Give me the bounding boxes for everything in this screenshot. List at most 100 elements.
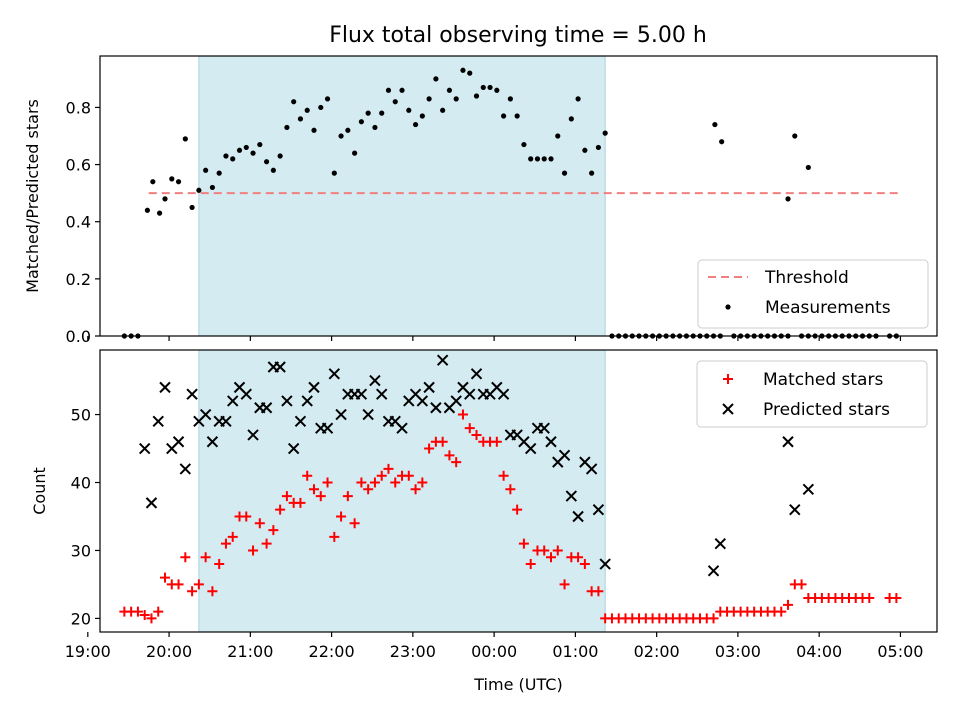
measurement-point [514,113,520,119]
measurement-point [785,196,791,202]
x-tick-label: 03:00 [715,642,761,661]
predicted-star-point [274,361,286,373]
measurement-point [182,136,188,142]
matched-star-point [342,491,353,502]
matched-star-point [227,531,238,542]
measurement-point [311,127,317,133]
top-y-tick-label: 0.4 [66,213,91,232]
measurement-point [467,70,473,76]
matched-star-point [498,470,509,481]
measurement-point [534,156,541,162]
measurement-point [589,170,595,176]
measurement-point [419,113,425,119]
predicted-star-point [186,388,198,400]
matched-star-point [376,470,387,481]
matched-star-point [708,613,719,624]
bottom-observing-span [198,349,606,633]
x-axis-label: Time (UTC) [473,675,562,694]
predicted-star-point [308,381,320,394]
matched-star-point [193,579,204,590]
legend-predicted-swatch [722,403,734,415]
predicted-star-point [572,510,584,523]
bottom-y-axis-label: Count [30,467,49,515]
measurement-point [338,133,344,139]
measurement-point [230,156,236,162]
matched-star-point [173,579,184,590]
measurement-point [379,110,385,116]
measurement-point [541,156,547,162]
matched-star-point [505,484,516,495]
matched-star-point [796,579,807,590]
matched-star-point [160,572,171,583]
bottom-legend-box [696,360,928,428]
measurement-point [719,139,725,145]
predicted-star-point [585,463,598,475]
top-y-tick-label: 0.6 [66,156,91,175]
measurement-point [440,107,446,113]
matched-star-point [390,477,401,488]
legend-predicted-label: Predicted stars [763,400,890,420]
matched-star-point [437,436,448,447]
predicted-star-point [145,497,158,509]
predicted-star-point [362,408,374,421]
predicted-star-point [714,537,727,550]
measurement-point [284,124,290,131]
measurement-point [156,210,163,216]
matched-star-point [410,484,421,495]
matched-star-point [322,477,333,488]
predicted-star-point [240,388,252,400]
measurement-point [582,147,588,153]
measurement-point [494,87,500,93]
measurement-point [189,204,195,211]
measurement-point [453,96,459,102]
matched-star-point [451,457,462,468]
measurement-point [548,156,554,162]
predicted-star-point [538,422,550,434]
predicted-star-point [328,368,341,380]
x-tick-label: 04:00 [796,642,842,661]
measurement-point [331,170,337,176]
top-y-tick-label: 0.2 [66,270,91,289]
matched-star-point [329,531,340,542]
matched-star-point [207,586,218,597]
measurement-point [792,133,798,139]
matched-star-point [261,538,272,549]
measurement-point [385,87,392,93]
measurement-point [712,121,718,128]
measurement-point [561,170,568,176]
matched-star-point [200,552,211,563]
predicted-star-point [287,442,300,455]
matched-star-point [464,423,475,434]
top-legend-box [697,259,929,329]
top-plot-area [121,55,899,339]
measurement-point [358,119,364,125]
legend-matched-swatch [723,374,733,384]
matched-starsseries [119,409,902,624]
matched-star-point [864,593,875,604]
predicted-star-point [294,415,307,428]
measurement-point [203,167,209,173]
matched-star-point [241,511,252,522]
matched-star-point [139,610,150,621]
measurement-point [297,116,304,122]
predicted-star-point [592,503,605,516]
predicted-star-point [450,395,462,407]
predicted-star-point [260,402,273,414]
predicted-star-point [497,388,510,400]
measurement-point [150,179,156,185]
measurement-point [501,113,507,119]
predicted-star-point [416,395,429,407]
measurement-point [365,110,371,116]
predicted-star-point [281,395,293,407]
measurement-point [216,170,222,176]
top-y-axis-label: Matched/Predicted stars [23,99,42,293]
top-legend: Threshold Measurements [697,259,929,329]
x-tick-label: 21:00 [227,642,273,661]
top-axes-frame [99,55,938,337]
matched-star-point [783,599,794,610]
measurement-point [162,196,168,202]
matched-star-point [363,484,374,495]
chart-title: Flux total observing time = 5.00 h [329,23,707,48]
x-tick-label: 22:00 [309,642,355,661]
matched-star-point [214,559,225,570]
